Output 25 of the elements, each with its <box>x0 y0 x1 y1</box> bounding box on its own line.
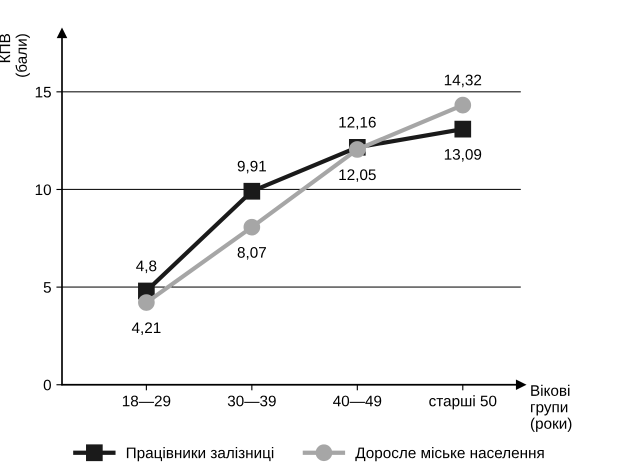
y-tick-label: 5 <box>44 282 51 293</box>
data-label: 12,05 <box>339 169 376 182</box>
x-axis-title: Вікові групи (роки) <box>530 384 572 432</box>
y-axis-title: КПВ (бали) <box>0 34 30 77</box>
x-tick-label: 40—49 <box>333 396 382 406</box>
data-label: 13,09 <box>444 148 482 162</box>
y-tick-label: 15 <box>36 86 51 98</box>
point <box>454 96 472 114</box>
point <box>454 120 472 138</box>
legend-label: Працівники залізниці <box>126 447 274 462</box>
point <box>138 294 155 311</box>
data-label: 8,07 <box>238 247 266 260</box>
x-tick-label: 30—39 <box>228 396 276 406</box>
data-label: 9,91 <box>238 160 266 174</box>
y-tick-label: 0 <box>44 380 51 390</box>
data-label: 4,8 <box>136 260 156 274</box>
data-label: 4,21 <box>132 322 160 336</box>
x-tick-label: 18—29 <box>122 396 170 406</box>
point <box>244 182 260 200</box>
legend-label: Доросле міське населення <box>355 447 544 462</box>
x-tick-label: старші 50 <box>429 395 496 410</box>
data-label: 12,16 <box>339 116 376 130</box>
data-label: 14,32 <box>444 74 482 88</box>
point <box>244 218 260 236</box>
y-tick-label: 10 <box>36 184 51 196</box>
